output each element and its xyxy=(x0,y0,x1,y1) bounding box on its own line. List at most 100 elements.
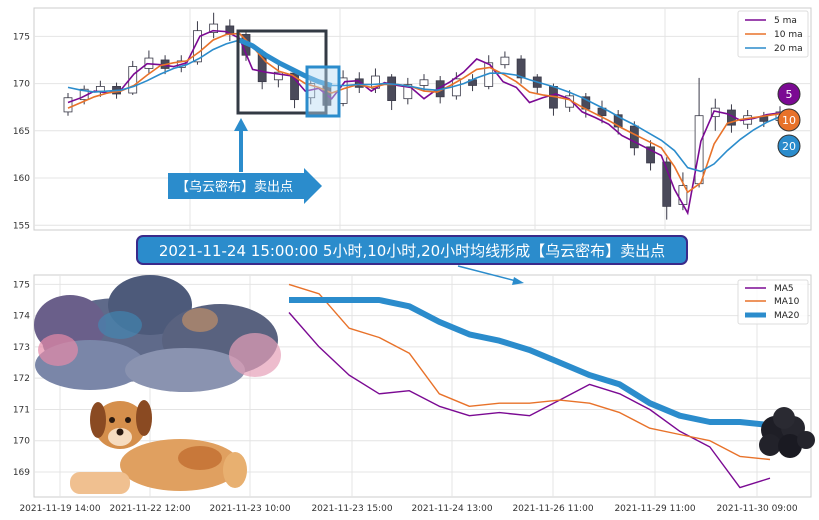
highlight-box-large xyxy=(236,29,328,115)
bottom-y-tick-label: 171 xyxy=(13,405,30,415)
candle-body xyxy=(500,56,510,66)
ma-line-5ma xyxy=(67,29,781,216)
badge-20 xyxy=(777,134,801,158)
cloud-part xyxy=(229,333,281,377)
legend-label-20ma: 20 ma xyxy=(774,44,803,54)
dog-eye xyxy=(125,417,131,423)
bottom-x-tick-label: 2021-11-22 12:00 xyxy=(109,504,190,514)
bottom-line-MA10 xyxy=(288,283,771,461)
candle-body xyxy=(273,71,283,81)
bottom-ma-lines xyxy=(288,283,771,489)
banner-text: 2021-11-24 15:00:00 5小时,10小时,20小时均线形成【乌云… xyxy=(159,242,665,260)
top-y-tick-label: 165 xyxy=(13,127,30,137)
annotation-label: 【乌云密布】卖出点 xyxy=(176,179,293,195)
storm-cloud-illustration xyxy=(34,275,281,392)
annotation-label-box xyxy=(168,168,322,204)
top-y-tick-label: 155 xyxy=(13,221,30,231)
dark-cloud-part xyxy=(797,431,815,449)
top-ma-lines xyxy=(67,29,781,216)
badge-20-text: 20 xyxy=(782,140,796,153)
bottom-x-tick-label: 2021-11-29 11:00 xyxy=(614,504,695,514)
ma-line-10ma xyxy=(67,32,781,194)
badge-5 xyxy=(777,82,801,106)
top-legend-box xyxy=(737,10,809,58)
dog-ear xyxy=(90,402,106,438)
candle-body xyxy=(516,58,526,79)
top-y-tick-label: 175 xyxy=(13,32,30,42)
dog-head xyxy=(94,401,146,449)
candle-body xyxy=(662,161,672,207)
candle-body xyxy=(759,116,769,122)
top-grid xyxy=(34,8,811,230)
banner: 2021-11-24 15:00:00 5小时,10小时,20小时均线形成【乌云… xyxy=(136,235,688,285)
candle-body xyxy=(387,76,397,101)
top-y-tick-label: 160 xyxy=(13,174,30,184)
legend-label-5ma: 5 ma xyxy=(774,16,797,26)
legend-label-ma10: MA10 xyxy=(774,297,800,307)
bottom-y-tick-label: 175 xyxy=(13,280,30,290)
cloud-part xyxy=(38,334,78,366)
dog-eye xyxy=(109,417,115,423)
candle-body xyxy=(354,78,364,88)
banner-box xyxy=(136,235,688,265)
candle-body xyxy=(63,97,73,113)
bottom-x-tick-label: 2021-11-30 09:00 xyxy=(716,504,797,514)
bottom-x-ticks: 2021-11-19 14:00 2021-11-22 12:00 2021-11-… xyxy=(19,504,797,514)
cloud-part xyxy=(125,348,245,392)
bottom-y-tick-label: 173 xyxy=(13,343,30,353)
dog-muzzle xyxy=(108,428,132,446)
banner-pointer-head xyxy=(512,277,524,285)
top-panel: 155 160 165 170 175 【乌云密布】卖出点 5 ma 10 ma 20 … xyxy=(13,7,812,231)
legend-label-ma5: MA5 xyxy=(774,284,794,294)
bottom-y-ticks: 169 170 171 172 173 174 175 xyxy=(13,280,30,478)
dog-nose xyxy=(116,428,124,436)
ma-badges: 5 10 20 xyxy=(777,82,801,158)
up-arrow-head xyxy=(234,118,248,131)
candle-body xyxy=(193,30,202,63)
bottom-y-tick-label: 169 xyxy=(13,468,30,478)
dog-body xyxy=(120,439,240,491)
banner-pointer-line xyxy=(457,265,521,283)
dog-ear xyxy=(136,400,152,436)
legend-label-ma20: MA20 xyxy=(774,311,800,321)
dark-cloud-part xyxy=(759,434,781,456)
cloud-part xyxy=(182,308,218,332)
top-y-ticks: 155 160 165 170 175 xyxy=(13,32,30,231)
bottom-line-MA20 xyxy=(289,297,771,429)
dog-paws xyxy=(70,472,130,494)
badge-10-text: 10 xyxy=(782,114,796,127)
top-y-tick-label: 170 xyxy=(13,80,30,90)
candle-body xyxy=(403,84,413,100)
bottom-x-tick-label: 2021-11-23 10:00 xyxy=(209,504,290,514)
bottom-y-tick-label: 170 xyxy=(13,437,30,447)
candle-body xyxy=(419,79,429,86)
dog-leg xyxy=(223,452,247,488)
badge-5-text: 5 xyxy=(786,88,793,101)
candle-body xyxy=(613,114,623,128)
highlight-box-small xyxy=(305,65,341,118)
bottom-x-tick-label: 2021-11-24 13:00 xyxy=(411,504,492,514)
bottom-x-tick-label: 2021-11-23 15:00 xyxy=(311,504,392,514)
candle-body xyxy=(646,146,655,164)
top-plot-area xyxy=(33,7,812,231)
legend-label-10ma: 10 ma xyxy=(774,30,803,40)
dark-cloud-illustration xyxy=(759,407,815,458)
ma-line-20ma-highlight xyxy=(238,37,333,88)
candle-body xyxy=(95,86,105,92)
candle-body xyxy=(629,125,639,149)
candle-body xyxy=(209,23,219,33)
cloud-part xyxy=(98,311,142,339)
bottom-x-tick-label: 2021-11-19 14:00 xyxy=(19,504,100,514)
bottom-legend: MA5 MA10 MA20 xyxy=(737,279,809,325)
bottom-x-tick-label: 2021-11-26 11:00 xyxy=(512,504,593,514)
dark-cloud-part xyxy=(778,434,802,458)
badge-10 xyxy=(777,108,801,132)
top-legend: 5 ma 10 ma 20 ma xyxy=(737,10,809,58)
bottom-y-tick-label: 174 xyxy=(13,312,30,322)
dog-spot xyxy=(178,446,222,470)
ma-line-20ma xyxy=(67,39,781,173)
dog-illustration xyxy=(70,400,247,494)
